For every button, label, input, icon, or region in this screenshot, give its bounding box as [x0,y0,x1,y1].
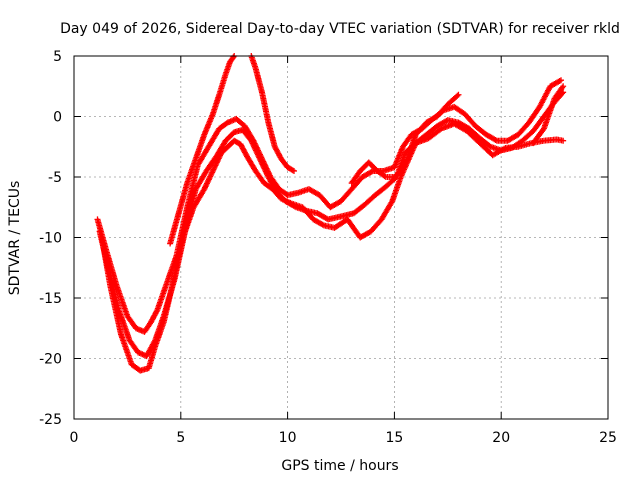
y-tick-label: -20 [39,352,62,368]
x-tick-label: 5 [176,430,185,446]
data-point [291,167,298,174]
data-point [455,91,462,98]
data-point [319,221,326,228]
data-point [558,77,565,84]
data-point [454,92,461,99]
y-tick-label: -25 [39,412,62,428]
y-tick-label: -10 [39,231,62,247]
x-tick-label: 25 [599,430,617,446]
y-tick-label: -15 [39,291,62,307]
x-tick-label: 20 [492,430,510,446]
x-axis-label: GPS time / hours [281,458,398,474]
y-axis-label: SDTVAR / TECUs [7,181,23,296]
x-tick-label: 0 [70,430,79,446]
y-tick-label: 5 [53,49,62,65]
data-point [403,157,410,164]
axis-ticks [73,55,609,420]
data-points [94,53,567,374]
y-tick-label: -5 [48,170,62,186]
data-point [560,137,567,144]
series-track-f [348,91,462,187]
series-track-a [94,77,565,335]
data-point [153,308,160,315]
data-point [559,84,566,91]
data-point [556,77,563,84]
grid-lines [74,56,608,419]
series-track-g [530,83,567,147]
x-tick-label: 10 [279,430,297,446]
data-point [381,173,388,180]
series-track-d [167,53,238,247]
data-point [368,168,375,175]
series-track-e [248,53,298,174]
data-point [289,167,296,174]
chart-title: Day 049 of 2026, Sidereal Day-to-day VTE… [60,21,620,37]
data-point [492,136,499,143]
series-track-c [98,120,567,374]
data-point [560,83,567,90]
data-point [230,54,237,61]
tick-labels: 0 5 10 15 20 25 -25 -20 -15 -10 -5 0 5 [39,49,617,446]
y-tick-label: 0 [53,110,62,126]
x-tick-label: 15 [385,430,403,446]
